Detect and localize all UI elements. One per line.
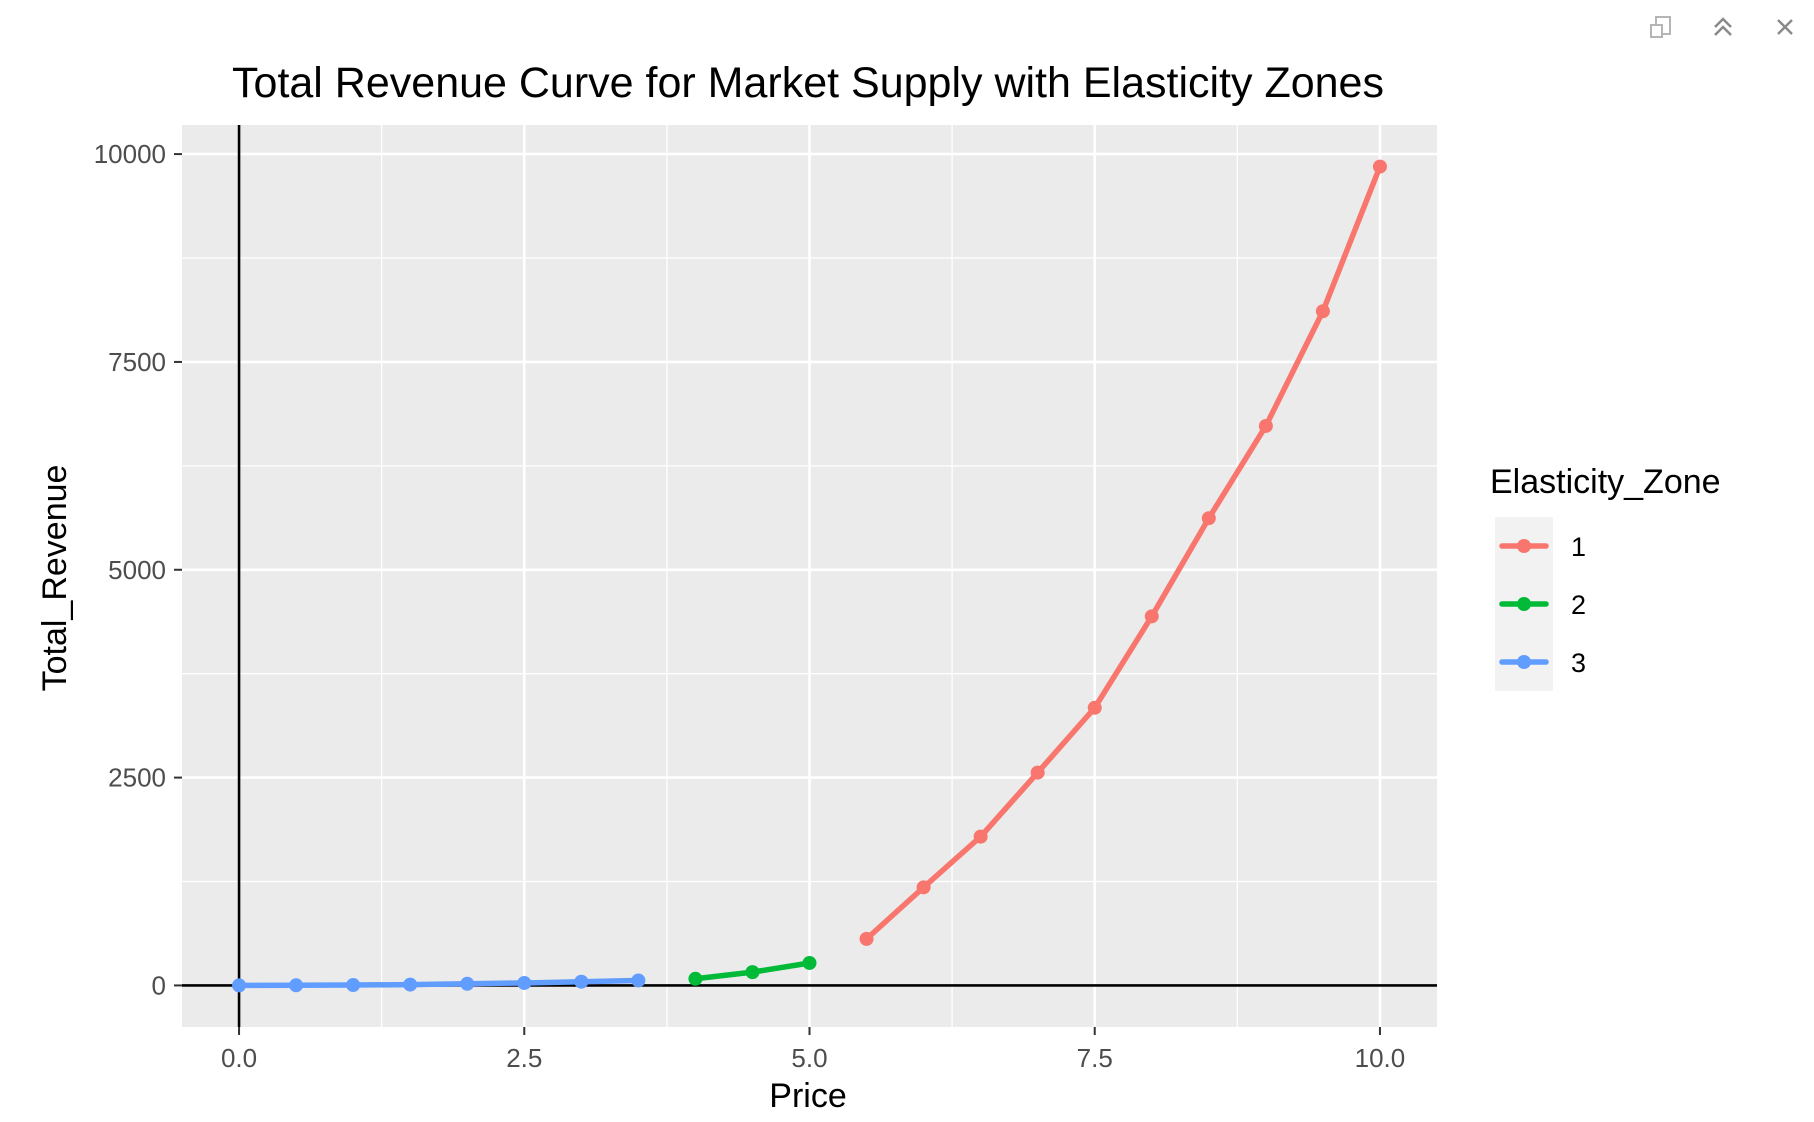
x-tick-label: 7.5 [1077, 1043, 1113, 1073]
legend-item-zone-2: 2 [1499, 590, 1586, 620]
data-point [916, 880, 931, 895]
data-point [688, 971, 703, 986]
x-tick-label: 0.0 [221, 1043, 257, 1073]
data-point [1201, 511, 1216, 526]
y-tick-label: 7500 [108, 347, 166, 377]
x-tick-label: 10.0 [1355, 1043, 1406, 1073]
x-tick-label: 5.0 [791, 1043, 827, 1073]
legend-label: 2 [1571, 590, 1586, 620]
x-axis-ticks: 0.0 2.5 5.0 7.5 10.0 [221, 1027, 1405, 1073]
series-zone-3 [232, 973, 646, 993]
data-point [745, 965, 760, 980]
data-point [517, 975, 532, 990]
data-point [346, 978, 361, 993]
legend-item-zone-1: 1 [1499, 532, 1586, 562]
legend-title: Elasticity_Zone [1490, 463, 1721, 501]
legend-key-point [1517, 539, 1531, 553]
data-point [289, 978, 304, 993]
data-point [973, 829, 988, 844]
legend-item-zone-3: 3 [1499, 648, 1586, 678]
legend-key-point [1517, 597, 1531, 611]
data-point [1372, 159, 1387, 174]
data-point [859, 931, 874, 946]
data-point [1030, 765, 1045, 780]
legend-key-point [1517, 655, 1531, 669]
collapse-icon[interactable] [1704, 8, 1742, 46]
y-tick-label: 10000 [94, 139, 166, 169]
data-point [232, 978, 247, 993]
close-icon[interactable] [1766, 8, 1804, 46]
data-point [631, 973, 646, 988]
legend-label: 1 [1571, 532, 1586, 562]
y-tick-label: 5000 [108, 555, 166, 585]
y-tick-label: 2500 [108, 763, 166, 793]
series-zone-2 [688, 955, 817, 986]
series-zone-1 [859, 159, 1387, 946]
data-point [460, 976, 475, 991]
x-axis-title: Price [769, 1077, 846, 1115]
data-point [574, 974, 589, 989]
data-point [1315, 304, 1330, 319]
data-point [1144, 609, 1159, 624]
legend-label: 3 [1571, 648, 1586, 678]
chart-title: Total Revenue Curve for Market Supply wi… [232, 59, 1384, 107]
x-tick-label: 2.5 [506, 1043, 542, 1073]
export-icon[interactable] [1642, 8, 1680, 46]
data-point [1087, 700, 1102, 715]
series-line-zone-3 [236, 977, 642, 989]
legend: Elasticity_Zone 1 2 3 [1490, 463, 1721, 691]
series-layer [232, 159, 1387, 993]
series-line-zone-1 [863, 163, 1383, 942]
y-tick-label: 0 [152, 970, 166, 1000]
data-point [403, 977, 418, 992]
data-point [802, 955, 817, 970]
y-axis-ticks: 0 2500 5000 7500 10000 [94, 139, 182, 1000]
data-point [1258, 418, 1273, 433]
plot-toolbar [1642, 8, 1804, 46]
y-axis-title: Total_Revenue [36, 465, 74, 692]
